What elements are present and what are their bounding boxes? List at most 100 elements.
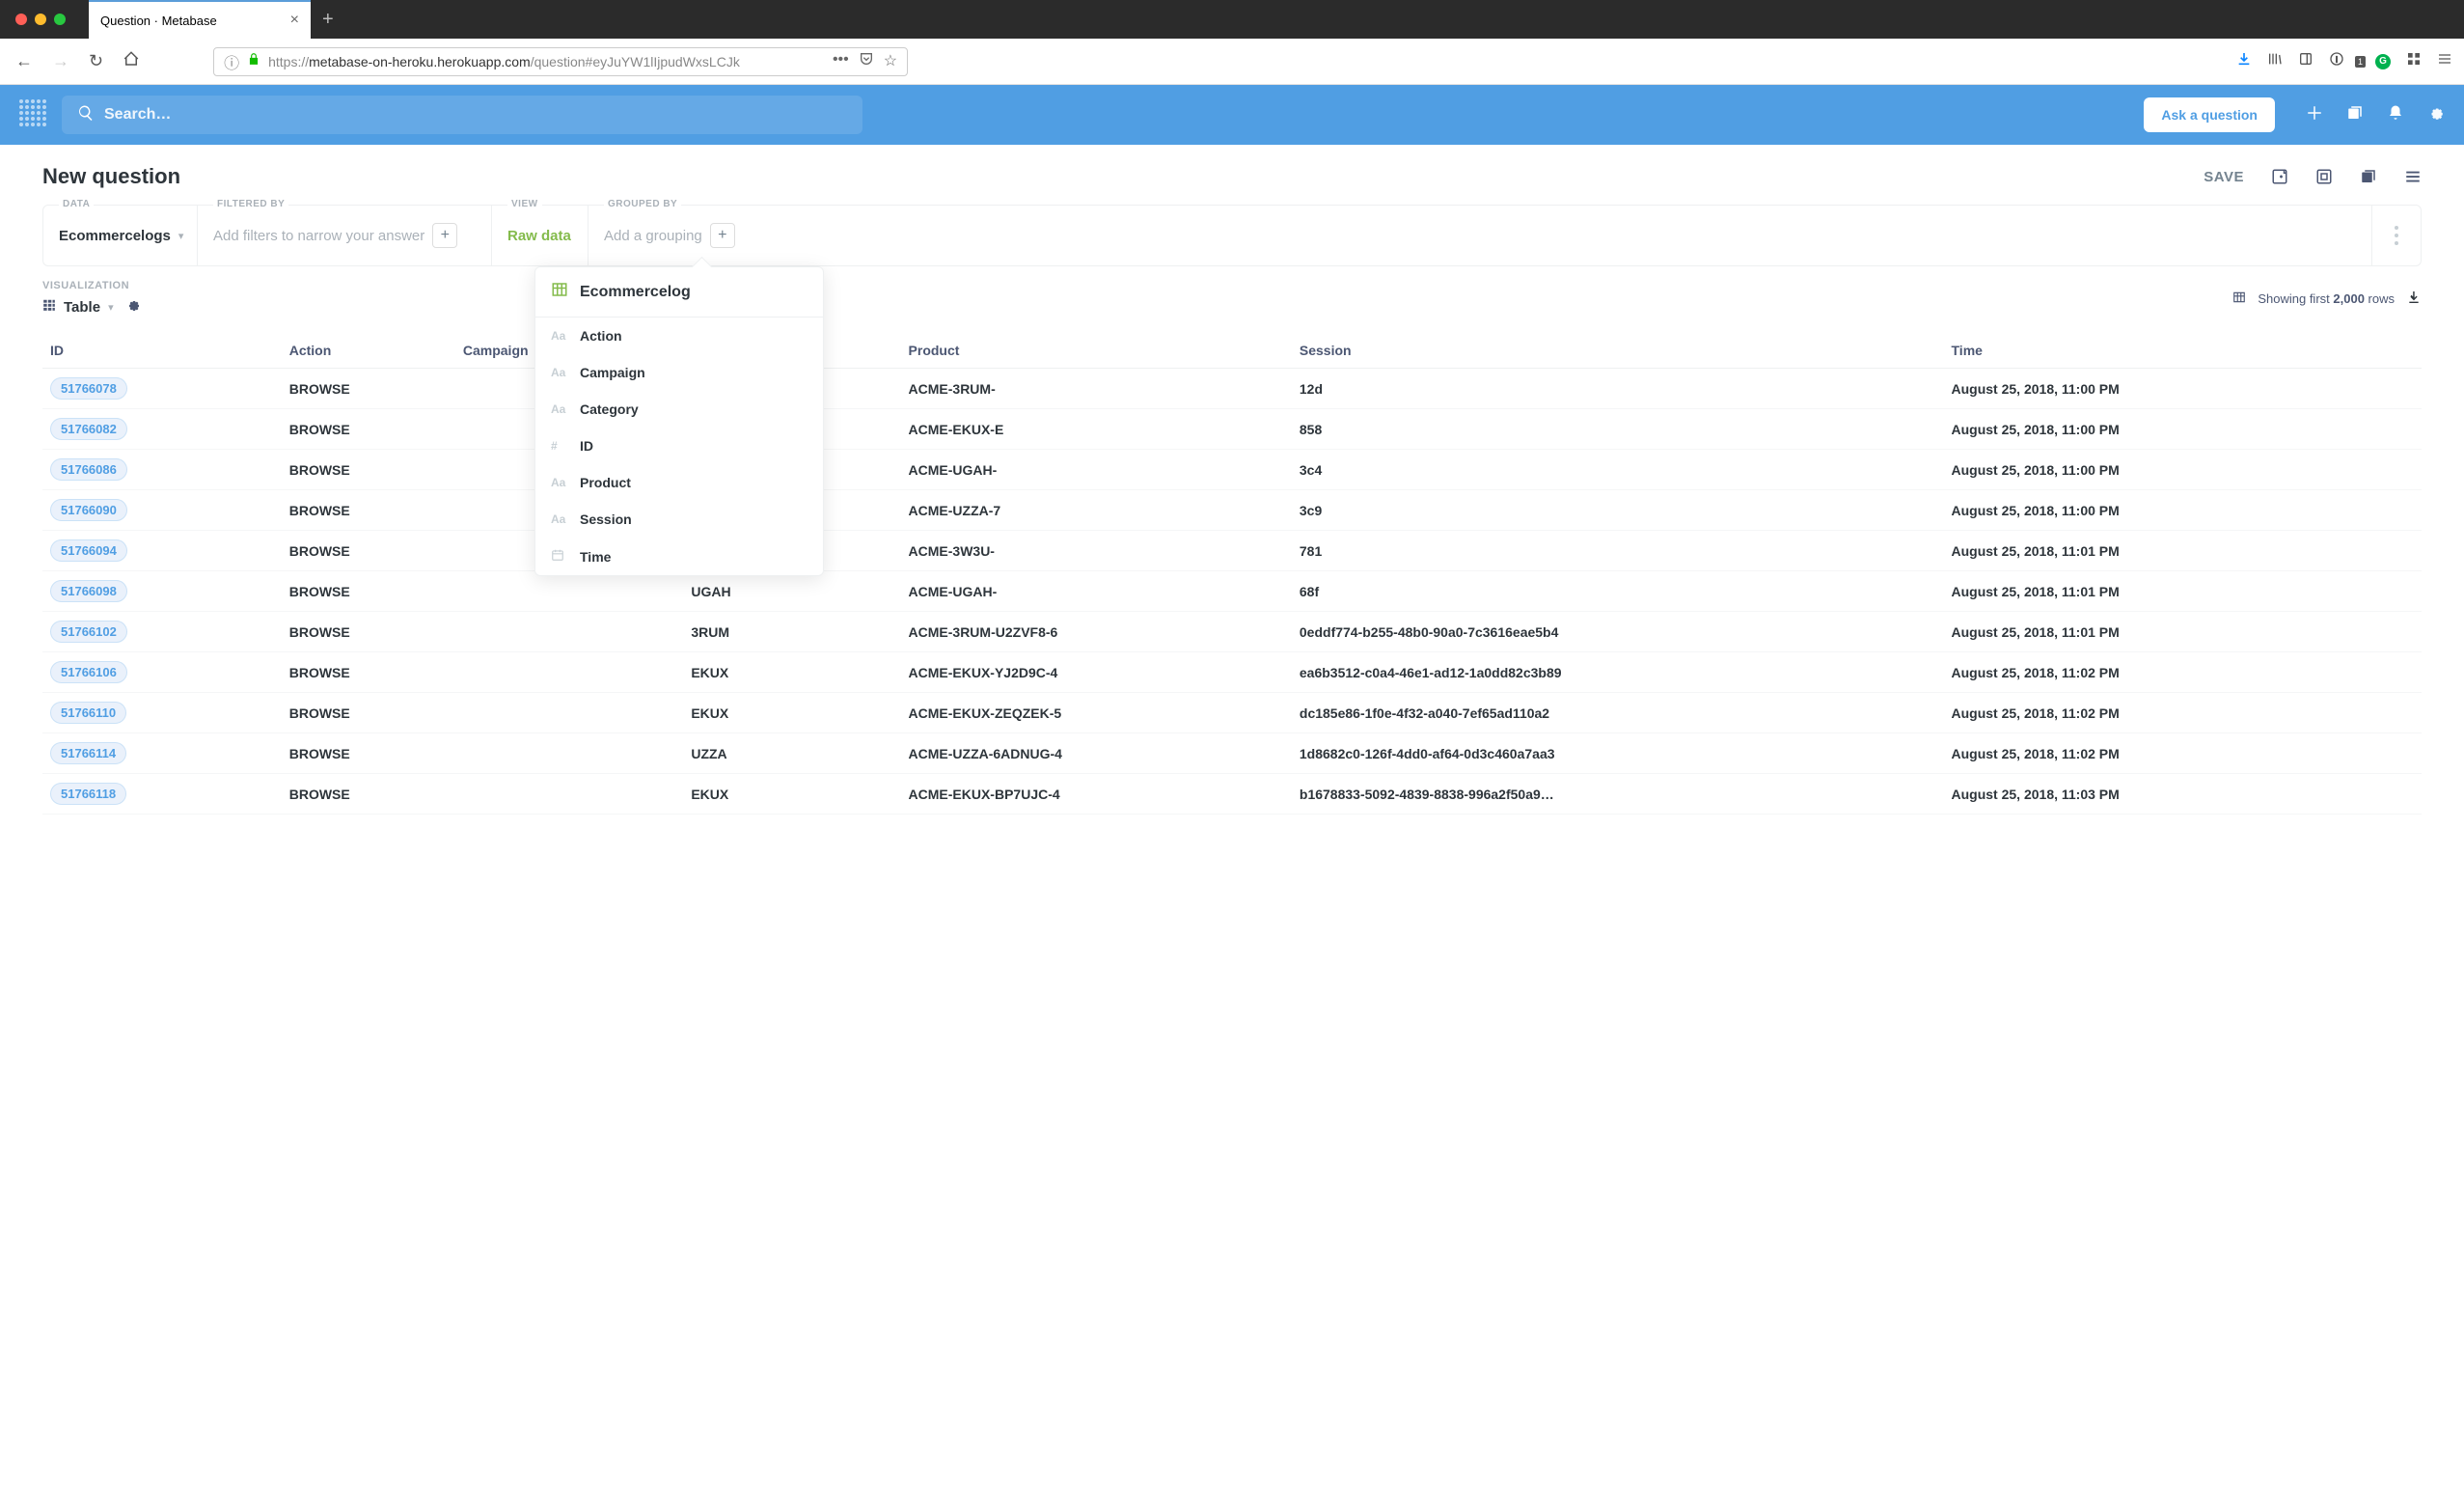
apps-icon[interactable] [2406, 51, 2422, 71]
maximize-window[interactable] [54, 14, 66, 25]
bell-icon[interactable] [2387, 104, 2404, 126]
time-cell: August 25, 2018, 11:00 PM [1944, 450, 2423, 490]
grouped-section[interactable]: GROUPED BY Add a grouping + [589, 206, 2372, 265]
filtered-label: FILTERED BY [213, 199, 288, 209]
more-icon[interactable]: ••• [833, 51, 849, 71]
product-cell: ACME-3W3U- [901, 531, 1292, 571]
minimize-window[interactable] [35, 14, 46, 25]
dropdown-item[interactable]: AaCampaign [535, 354, 823, 391]
action-cell: BROWSE [282, 571, 455, 612]
id-cell[interactable]: 51766098 [50, 580, 127, 602]
metabase-logo[interactable] [19, 99, 50, 130]
action-cell: BROWSE [282, 450, 455, 490]
id-cell[interactable]: 51766086 [50, 458, 127, 481]
archive-icon[interactable] [2360, 168, 2377, 185]
id-cell[interactable]: 51766106 [50, 661, 127, 683]
library-icon[interactable] [2267, 51, 2283, 71]
id-cell[interactable]: 51766102 [50, 621, 127, 643]
session-cell: 1d8682c0-126f-4dd0-af64-0d3c460a7aa3 [1292, 733, 1944, 774]
id-cell[interactable]: 51766078 [50, 377, 127, 400]
id-cell[interactable]: 51766082 [50, 418, 127, 440]
dropdown-item[interactable]: AaCategory [535, 391, 823, 428]
visualization-selector[interactable]: Table ▾ [42, 297, 141, 318]
action-cell: BROWSE [282, 652, 455, 693]
search-icon [77, 104, 95, 126]
column-header-time[interactable]: Time [1944, 333, 2423, 369]
query-more-button[interactable] [2372, 206, 2421, 265]
product-cell: ACME-3RUM-U2ZVF8-6 [901, 612, 1292, 652]
reload-button[interactable]: ↻ [85, 47, 107, 75]
search-bar[interactable] [62, 96, 862, 134]
column-header-session[interactable]: Session [1292, 333, 1944, 369]
tab-title: Question · Metabase [100, 14, 217, 28]
pocket-icon[interactable] [859, 51, 874, 71]
category-cell: EKUX [683, 693, 900, 733]
add-grouping-button[interactable]: + [710, 223, 735, 248]
save-button[interactable]: SAVE [2204, 169, 2244, 185]
chevron-down-icon: ▾ [108, 301, 114, 314]
gear-icon[interactable] [125, 297, 141, 318]
add-to-dashboard-icon[interactable] [2271, 168, 2288, 185]
download-icon[interactable] [2406, 288, 2422, 310]
product-cell: ACME-EKUX-YJ2D9C-4 [901, 652, 1292, 693]
time-cell: August 25, 2018, 11:02 PM [1944, 693, 2423, 733]
back-button[interactable]: ← [12, 47, 37, 75]
id-cell[interactable]: 51766090 [50, 499, 127, 521]
dropdown-item[interactable]: Time [535, 538, 823, 575]
tab-close-icon[interactable]: × [290, 12, 299, 29]
category-cell: 3RUM [683, 612, 900, 652]
column-header-id[interactable]: ID [42, 333, 282, 369]
help-icon[interactable]: i [2329, 51, 2344, 71]
text-type-icon: Aa [551, 402, 568, 416]
question-header: New question SAVE [0, 145, 2464, 197]
dropdown-item[interactable]: AaAction [535, 318, 823, 354]
url-text: https://metabase-on-heroku.herokuapp.com… [268, 54, 740, 69]
info-icon[interactable]: ⓘ [224, 50, 239, 73]
product-cell: ACME-EKUX-E [901, 409, 1292, 450]
star-icon[interactable]: ☆ [884, 51, 897, 71]
filtered-section[interactable]: FILTERED BY Add filters to narrow your a… [198, 206, 492, 265]
url-bar[interactable]: ⓘ https://metabase-on-heroku.herokuapp.c… [213, 47, 908, 76]
move-icon[interactable] [2315, 168, 2333, 185]
chevron-down-icon: ▾ [178, 230, 184, 242]
campaign-cell [455, 612, 683, 652]
add-filter-button[interactable]: + [432, 223, 457, 248]
collections-icon[interactable] [2346, 104, 2364, 126]
id-cell[interactable]: 51766110 [50, 702, 126, 724]
session-cell: 12d [1292, 369, 1944, 409]
app-header: Ask a question [0, 85, 2464, 145]
id-cell[interactable]: 51766118 [50, 783, 126, 805]
session-cell: ea6b3512-c0a4-46e1-ad12-1a0dd82c3b89 [1292, 652, 1944, 693]
grouped-label: GROUPED BY [604, 199, 681, 209]
grammarly-icon[interactable]: G [2375, 54, 2391, 69]
dropdown-item[interactable]: AaProduct [535, 464, 823, 501]
new-tab-button[interactable]: + [322, 9, 334, 31]
dropdown-item[interactable]: #ID [535, 428, 823, 464]
table-row: 51766102BROWSE3RUMACME-3RUM-U2ZVF8-60edd… [42, 612, 2422, 652]
dropdown-item[interactable]: AaSession [535, 501, 823, 538]
ask-question-button[interactable]: Ask a question [2144, 97, 2275, 132]
column-header-product[interactable]: Product [901, 333, 1292, 369]
gear-icon[interactable] [2427, 104, 2445, 126]
text-type-icon: Aa [551, 366, 568, 379]
reader-icon[interactable] [2298, 51, 2313, 71]
forward-button[interactable]: → [48, 47, 73, 75]
text-type-icon: Aa [551, 476, 568, 489]
plus-icon[interactable] [2306, 104, 2323, 126]
home-button[interactable] [119, 46, 144, 76]
column-header-action[interactable]: Action [282, 333, 455, 369]
close-window[interactable] [15, 14, 27, 25]
search-input[interactable] [104, 106, 847, 124]
id-cell[interactable]: 51766114 [50, 742, 126, 764]
view-value: Raw data [507, 228, 571, 244]
id-cell[interactable]: 51766094 [50, 539, 127, 562]
menu-icon[interactable] [2437, 51, 2452, 71]
time-cell: August 25, 2018, 11:01 PM [1944, 571, 2423, 612]
data-section[interactable]: DATA Ecommercelogs ▾ [43, 206, 198, 265]
hamburger-icon[interactable] [2404, 168, 2422, 185]
time-cell: August 25, 2018, 11:01 PM [1944, 612, 2423, 652]
download-icon[interactable] [2236, 51, 2252, 71]
browser-tab[interactable]: Question · Metabase × [89, 0, 311, 39]
rows-text: Showing first 2,000 rows [2258, 291, 2395, 306]
view-section[interactable]: VIEW Raw data [492, 206, 589, 265]
